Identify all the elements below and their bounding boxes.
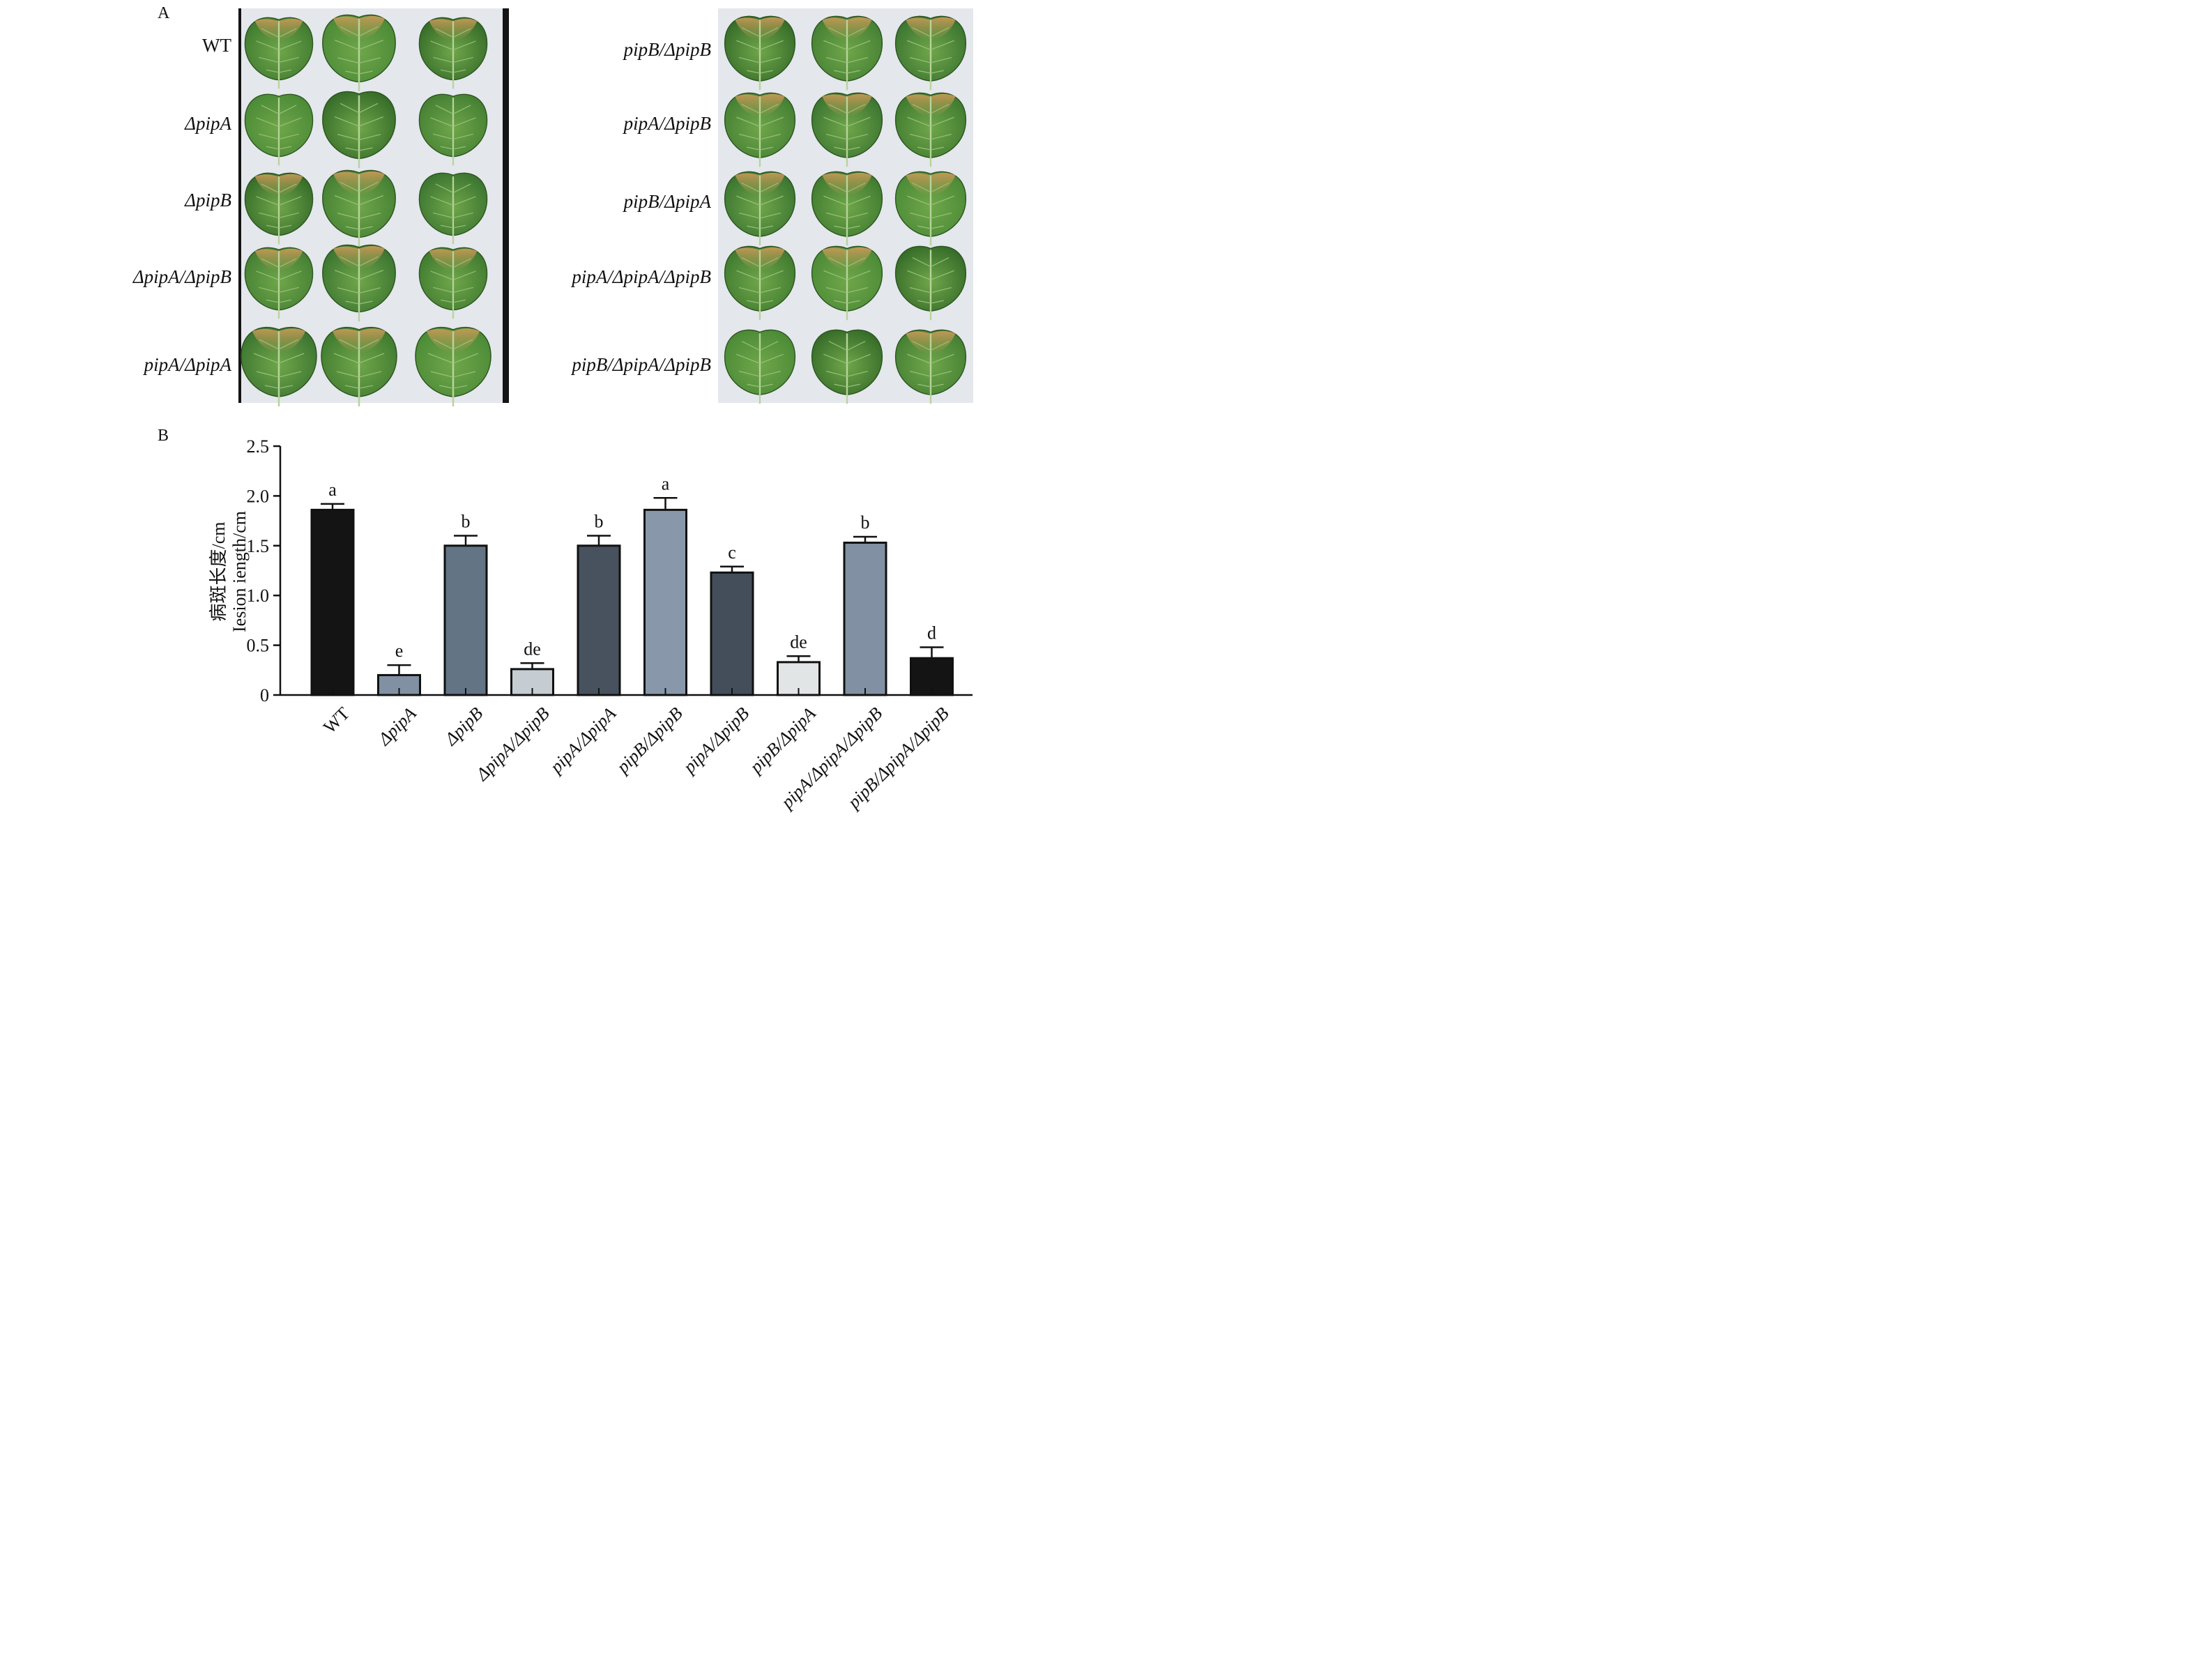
category-label: WT xyxy=(319,703,353,738)
significance-letter: c xyxy=(728,542,736,563)
significance-letter: b xyxy=(462,512,471,532)
leaf-r21 xyxy=(811,171,883,246)
category-label: ΔpipA xyxy=(374,703,420,750)
bar xyxy=(377,673,421,696)
category-label: pipA/ΔpipA xyxy=(545,703,620,778)
leaf-l41 xyxy=(321,326,397,406)
y-tick-label: 0 xyxy=(260,685,269,705)
significance-letter: de xyxy=(790,632,807,652)
leaf-r32 xyxy=(894,245,967,321)
bar xyxy=(843,542,887,696)
significance-letter: a xyxy=(662,473,670,494)
significance-letter: de xyxy=(524,639,541,659)
leaf-r20 xyxy=(724,171,796,246)
leaf-r22 xyxy=(894,171,967,246)
bar xyxy=(443,544,488,696)
panel-a-label: A xyxy=(158,4,170,22)
leaf-l31 xyxy=(322,244,396,322)
strain-label-delta-pipb: ΔpipB xyxy=(185,190,231,211)
leaf-l11 xyxy=(322,91,396,169)
strain-label-delta-pipa-delta-pipb: ΔpipA/ΔpipB xyxy=(132,266,231,287)
category-label: pipB/ΔpipB xyxy=(611,703,686,778)
strain-label-wt: WT xyxy=(202,35,231,56)
leaf-r11 xyxy=(811,92,883,167)
leaf-r30 xyxy=(724,245,796,321)
bar xyxy=(710,571,754,696)
leaf-r02 xyxy=(894,15,967,91)
strain-label-pipa-delta-pipa: pipA/ΔpipA xyxy=(144,354,231,375)
leaf-l20 xyxy=(244,172,314,245)
y-tick-label: 1.5 xyxy=(247,536,270,556)
y-tick-label: 2.0 xyxy=(247,486,270,506)
leaf-l32 xyxy=(418,247,488,319)
bar xyxy=(777,661,821,696)
category-label: pipB/ΔpipA xyxy=(745,703,819,778)
leaf-r31 xyxy=(811,245,883,321)
significance-letter: b xyxy=(861,512,870,533)
category-label: pipB/ΔpipA/ΔpipB xyxy=(843,703,953,814)
leaf-r01 xyxy=(811,15,883,91)
category-label: pipA/ΔpipA/ΔpipB xyxy=(776,703,886,814)
significance-letter: a xyxy=(328,480,337,500)
panel-b-label: B xyxy=(158,427,169,445)
y-axis-label-cn: 病斑长度/cm xyxy=(208,522,229,622)
leaf-l02 xyxy=(418,17,488,89)
leaf-l01 xyxy=(322,14,396,92)
category-label: pipA/ΔpipB xyxy=(678,703,753,778)
bar xyxy=(310,508,355,696)
category-label: ΔpipB xyxy=(441,703,487,750)
bar xyxy=(510,668,554,696)
leaf-l30 xyxy=(244,247,314,319)
bar xyxy=(577,544,621,696)
strain-label-pipb-delta-pipa-delta-pipb: pipB/ΔpipA/ΔpipB xyxy=(572,354,711,375)
significance-letter: b xyxy=(595,512,604,532)
bar xyxy=(643,508,687,696)
strain-label-pipa-delta-pipa-delta-pipb: pipA/ΔpipA/ΔpipB xyxy=(572,266,711,287)
y-tick-label: 2.5 xyxy=(247,436,270,457)
leaf-l10 xyxy=(244,93,314,166)
strain-label-pipa-delta-pipb: pipA/ΔpipB xyxy=(623,113,711,134)
leaf-l00 xyxy=(244,17,314,89)
y-axis-label-en: Iesion iength/cm xyxy=(229,511,250,632)
leaf-r00 xyxy=(724,15,796,91)
leaf-r41 xyxy=(811,329,883,404)
strain-label-pipb-delta-pipb: pipB/ΔpipB xyxy=(623,39,711,60)
leaf-l12 xyxy=(418,93,488,166)
leaf-l42 xyxy=(415,326,491,406)
leaf-r42 xyxy=(894,329,967,404)
leaf-r10 xyxy=(724,92,796,167)
bar xyxy=(910,657,954,696)
strain-label-pipb-delta-pipa: pipB/ΔpipA xyxy=(623,191,711,212)
significance-letter: e xyxy=(395,641,404,661)
leaf-r40 xyxy=(724,329,796,404)
leaf-l40 xyxy=(241,326,317,406)
y-tick-label: 0.5 xyxy=(247,636,270,656)
leaf-l21 xyxy=(322,169,396,247)
significance-letter: d xyxy=(927,623,936,643)
category-label: ΔpipA/ΔpipB xyxy=(471,703,553,785)
strain-label-delta-pipa: ΔpipA xyxy=(185,113,231,134)
leaf-l22 xyxy=(418,172,488,245)
leaf-r12 xyxy=(894,92,967,167)
y-tick-label: 1.0 xyxy=(247,586,270,606)
